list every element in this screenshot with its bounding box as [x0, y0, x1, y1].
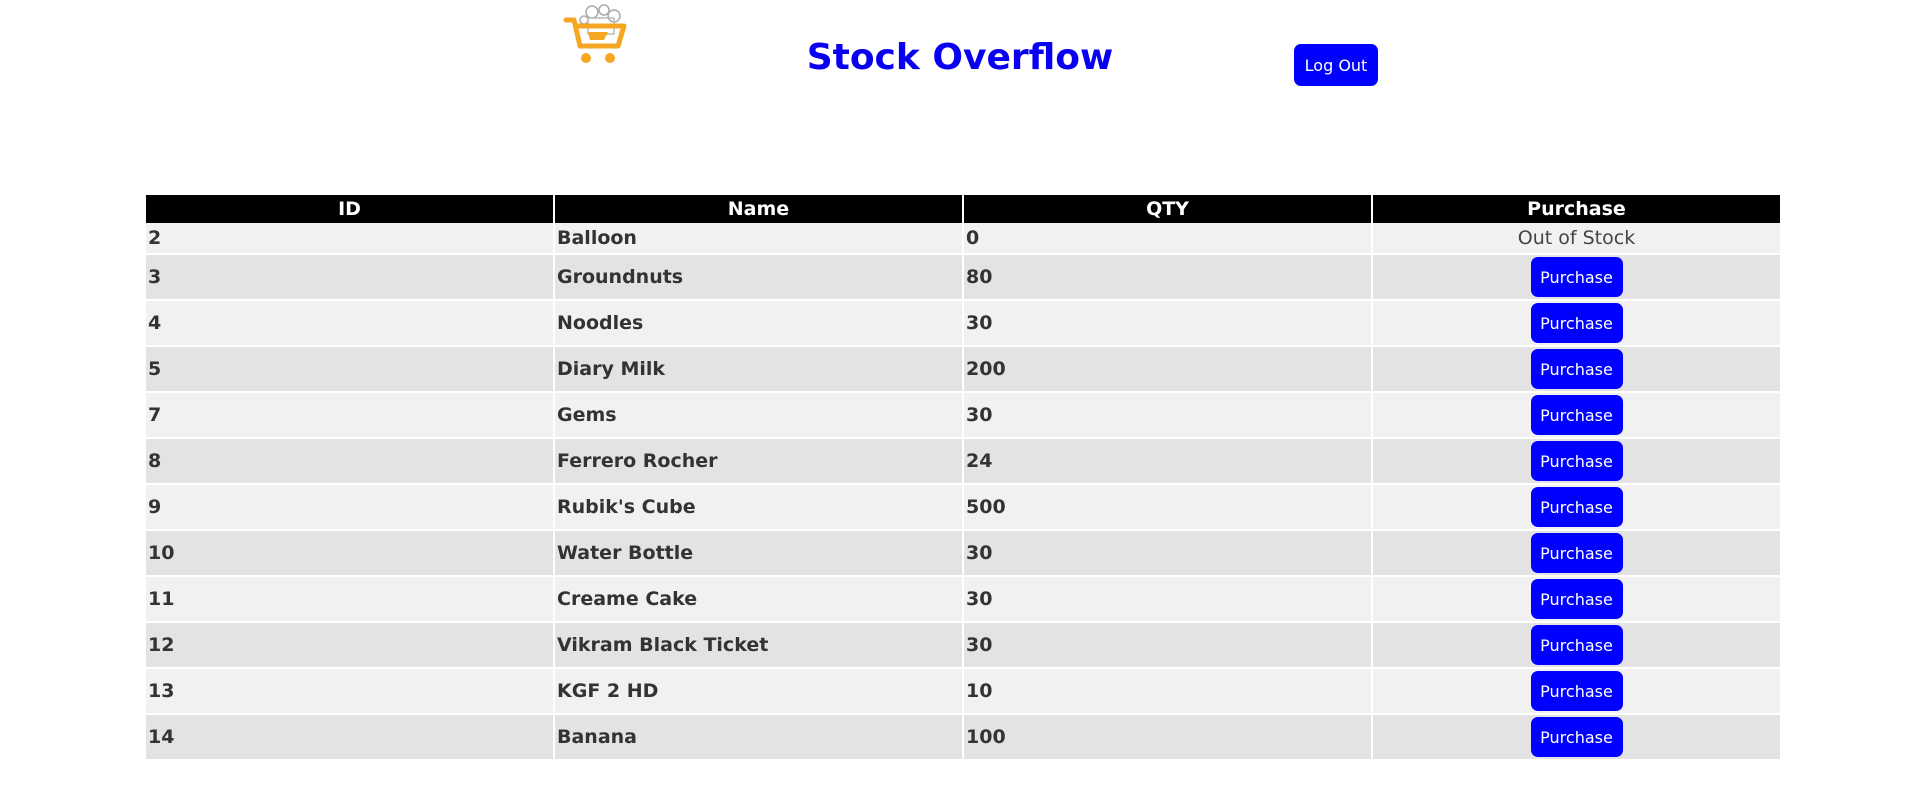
column-header-purchase: Purchase — [1373, 195, 1780, 223]
cell-id: 7 — [146, 393, 553, 439]
purchase-button[interactable]: Purchase — [1530, 395, 1623, 435]
cell-purchase: Out of Stock — [1373, 223, 1780, 255]
cell-qty: 30 — [964, 301, 1371, 347]
cell-purchase: Purchase — [1373, 485, 1780, 531]
column-header-id: ID — [146, 195, 553, 223]
table-body: 2 Balloon 0 Out of Stock 3 Groundnuts 80 Purcha… — [146, 223, 1780, 761]
cell-purchase: Purchase — [1373, 531, 1780, 577]
column-header-name: Name — [555, 195, 962, 223]
cell-qty: 30 — [964, 393, 1371, 439]
out-of-stock-label: Out of Stock — [1517, 227, 1636, 249]
cell-name: Balloon — [555, 223, 962, 255]
table-row: 9 Rubik's Cube 500 Purchase — [146, 485, 1780, 531]
table-row: 10 Water Bottle 30 Purchase — [146, 531, 1780, 577]
purchase-button[interactable]: Purchase — [1530, 441, 1623, 481]
table-row: 2 Balloon 0 Out of Stock — [146, 223, 1780, 255]
cell-name: Water Bottle — [555, 531, 962, 577]
cell-name: Vikram Black Ticket — [555, 623, 962, 669]
table-row: 13 KGF 2 HD 10 Purchase — [146, 669, 1780, 715]
cell-qty: 500 — [964, 485, 1371, 531]
cell-qty: 100 — [964, 715, 1371, 761]
cell-purchase: Purchase — [1373, 623, 1780, 669]
column-header-qty: QTY — [964, 195, 1371, 223]
cell-name: Rubik's Cube — [555, 485, 962, 531]
purchase-button[interactable]: Purchase — [1530, 671, 1623, 711]
cell-id: 10 — [146, 531, 553, 577]
table-row: 11 Creame Cake 30 Purchase — [146, 577, 1780, 623]
cell-qty: 200 — [964, 347, 1371, 393]
cell-purchase: Purchase — [1373, 577, 1780, 623]
cell-name: Diary Milk — [555, 347, 962, 393]
cell-id: 11 — [146, 577, 553, 623]
cell-name: Ferrero Rocher — [555, 439, 962, 485]
cell-name: KGF 2 HD — [555, 669, 962, 715]
cell-id: 9 — [146, 485, 553, 531]
purchase-button[interactable]: Purchase — [1530, 533, 1623, 573]
cell-name: Gems — [555, 393, 962, 439]
cell-id: 5 — [146, 347, 553, 393]
cell-purchase: Purchase — [1373, 393, 1780, 439]
cell-id: 2 — [146, 223, 553, 255]
table-row: 8 Ferrero Rocher 24 Purchase — [146, 439, 1780, 485]
stock-table: ID Name QTY Purchase 2 Balloon 0 Out of Sto… — [144, 195, 1782, 761]
cell-qty: 30 — [964, 577, 1371, 623]
purchase-button[interactable]: Purchase — [1530, 579, 1623, 619]
purchase-button[interactable]: Purchase — [1530, 717, 1623, 757]
cell-purchase: Purchase — [1373, 439, 1780, 485]
page-title: Stock Overflow — [806, 37, 1114, 78]
cell-qty: 30 — [964, 531, 1371, 577]
cell-qty: 0 — [964, 223, 1371, 255]
cell-qty: 80 — [964, 255, 1371, 301]
table-header-row: ID Name QTY Purchase — [146, 195, 1780, 223]
purchase-button[interactable]: Purchase — [1530, 257, 1623, 297]
cell-id: 3 — [146, 255, 553, 301]
cell-id: 12 — [146, 623, 553, 669]
purchase-button[interactable]: Purchase — [1530, 625, 1623, 665]
table-row: 7 Gems 30 Purchase — [146, 393, 1780, 439]
table-row: 3 Groundnuts 80 Purchase — [146, 255, 1780, 301]
cell-name: Noodles — [555, 301, 962, 347]
cell-id: 13 — [146, 669, 553, 715]
cell-name: Groundnuts — [555, 255, 962, 301]
shopping-cart-icon — [563, 4, 627, 63]
purchase-button[interactable]: Purchase — [1530, 349, 1623, 389]
page-header: Stock Overflow Log Out — [0, 0, 1920, 120]
cell-purchase: Purchase — [1373, 347, 1780, 393]
cell-id: 8 — [146, 439, 553, 485]
cell-purchase: Purchase — [1373, 669, 1780, 715]
table-row: 4 Noodles 30 Purchase — [146, 301, 1780, 347]
cell-qty: 10 — [964, 669, 1371, 715]
cell-id: 4 — [146, 301, 553, 347]
table-row: 12 Vikram Black Ticket 30 Purchase — [146, 623, 1780, 669]
cell-id: 14 — [146, 715, 553, 761]
table-row: 5 Diary Milk 200 Purchase — [146, 347, 1780, 393]
cell-qty: 30 — [964, 623, 1371, 669]
purchase-button[interactable]: Purchase — [1530, 487, 1623, 527]
cell-name: Creame Cake — [555, 577, 962, 623]
cell-qty: 24 — [964, 439, 1371, 485]
table-row: 14 Banana 100 Purchase — [146, 715, 1780, 761]
stock-table-container: ID Name QTY Purchase 2 Balloon 0 Out of Sto… — [146, 195, 1784, 761]
cell-name: Banana — [555, 715, 962, 761]
purchase-button[interactable]: Purchase — [1530, 303, 1623, 343]
logout-button[interactable]: Log Out — [1294, 44, 1378, 86]
cell-purchase: Purchase — [1373, 715, 1780, 761]
cell-purchase: Purchase — [1373, 255, 1780, 301]
cell-purchase: Purchase — [1373, 301, 1780, 347]
